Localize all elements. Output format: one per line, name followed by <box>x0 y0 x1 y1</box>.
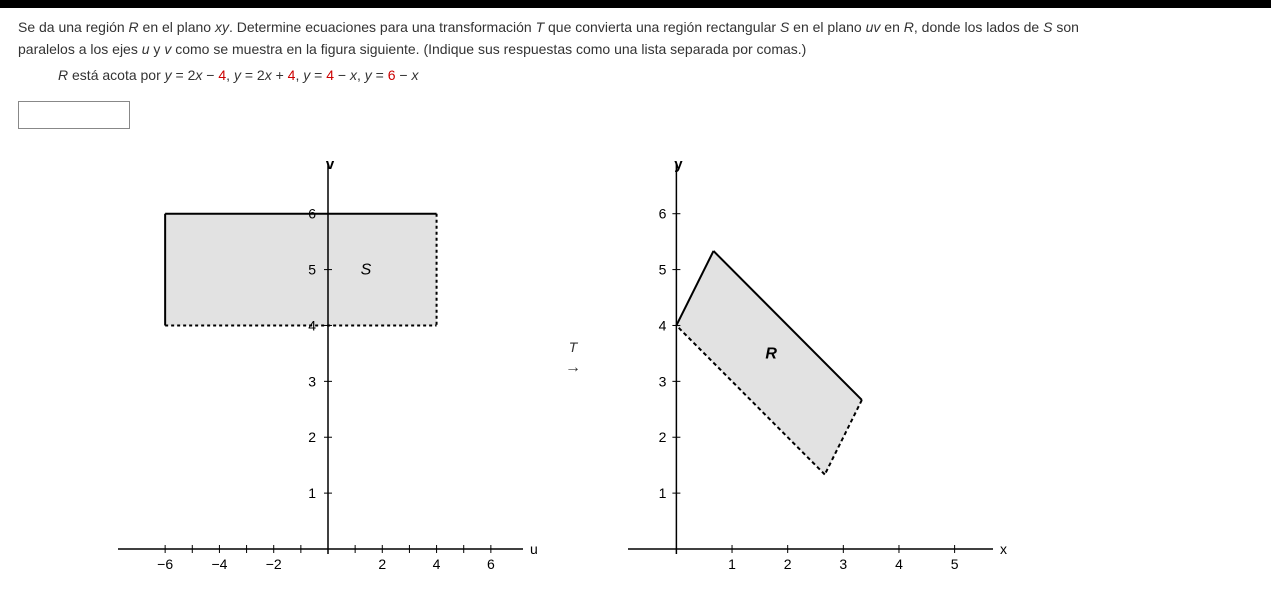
text: Se da una región <box>18 19 129 35</box>
var-T: T <box>536 19 545 35</box>
svg-text:u: u <box>530 541 538 557</box>
arrow-icon: → <box>538 359 608 377</box>
svg-text:−6: −6 <box>157 556 173 572</box>
svg-text:y: y <box>674 159 683 173</box>
svg-text:4: 4 <box>308 317 316 333</box>
svg-text:2: 2 <box>784 556 792 572</box>
svg-text:6: 6 <box>659 205 667 221</box>
svg-text:6: 6 <box>487 556 495 572</box>
answer-input[interactable] <box>18 101 130 129</box>
text: , donde los lados de <box>914 19 1043 35</box>
text: que convierta una región rectangular <box>544 19 780 35</box>
figure-S-svg: −6 −4 −2 2 4 6 1 2 3 5 4 6 v u S <box>98 159 538 579</box>
svg-text:1: 1 <box>308 485 316 501</box>
svg-text:v: v <box>326 159 335 173</box>
text: = 2 <box>241 67 265 83</box>
svg-text:R: R <box>765 345 777 362</box>
text: en <box>880 19 903 35</box>
text: y <box>150 41 165 57</box>
svg-text:2: 2 <box>378 556 386 572</box>
svg-text:S: S <box>361 261 372 278</box>
var-x: x <box>265 67 272 83</box>
top-border <box>0 0 1271 8</box>
svg-text:1: 1 <box>728 556 736 572</box>
var-R: R <box>129 19 139 35</box>
text: . Determine ecuaciones para una transfor… <box>229 19 536 35</box>
svg-text:3: 3 <box>308 373 316 389</box>
var-uv: uv <box>866 19 881 35</box>
text: − <box>334 67 350 83</box>
problem-statement: Se da una región R en el plano xy. Deter… <box>18 16 1253 61</box>
var-R: R <box>58 67 68 83</box>
svg-text:4: 4 <box>659 317 667 333</box>
svg-text:−4: −4 <box>211 556 227 572</box>
svg-text:5: 5 <box>951 556 959 572</box>
svg-text:−2: −2 <box>266 556 282 572</box>
var-y: y <box>365 67 372 83</box>
text: en el plano <box>789 19 865 35</box>
text: , <box>357 67 365 83</box>
figure-R: 1 2 3 4 5 1 2 3 4 5 6 y x R <box>608 159 1008 582</box>
svg-text:x: x <box>1000 541 1007 557</box>
var-x: x <box>411 67 418 83</box>
text: = <box>310 67 326 83</box>
svg-text:1: 1 <box>659 485 667 501</box>
text: como se muestra en la figura siguiente. … <box>171 41 806 57</box>
text: está acota por <box>68 67 165 83</box>
svg-text:3: 3 <box>659 373 667 389</box>
figures-row: −6 −4 −2 2 4 6 1 2 3 5 4 6 v u S T → 1 2 3 4 5 1 2 3 4 5 6 y x R <box>18 159 1253 582</box>
text: + <box>272 67 288 83</box>
arrow-T: T <box>569 339 578 355</box>
text: − <box>202 67 218 83</box>
svg-text:5: 5 <box>659 261 667 277</box>
text: en el plano <box>139 19 215 35</box>
var-y: y <box>165 67 172 83</box>
transform-arrow: T → <box>538 339 608 377</box>
svg-text:3: 3 <box>839 556 847 572</box>
num: 6 <box>388 67 396 83</box>
text: = <box>372 67 388 83</box>
var-xy: xy <box>215 19 229 35</box>
figure-R-svg: 1 2 3 4 5 1 2 3 4 5 6 y x R <box>608 159 1008 579</box>
var-R: R <box>904 19 914 35</box>
text: = 2 <box>172 67 196 83</box>
var-y: y <box>234 67 241 83</box>
svg-text:2: 2 <box>308 429 316 445</box>
text: son <box>1052 19 1078 35</box>
text: − <box>396 67 412 83</box>
num: 4 <box>326 67 334 83</box>
figure-S: −6 −4 −2 2 4 6 1 2 3 5 4 6 v u S <box>98 159 538 582</box>
svg-text:6: 6 <box>308 205 316 221</box>
var-S: S <box>780 19 789 35</box>
svg-text:2: 2 <box>659 429 667 445</box>
svg-text:4: 4 <box>433 556 441 572</box>
bounds-equation: R está acota por y = 2x − 4, y = 2x + 4,… <box>58 67 1253 83</box>
text: paralelos a los ejes <box>18 41 142 57</box>
num: 4 <box>218 67 226 83</box>
var-u: u <box>142 41 150 57</box>
var-x: x <box>350 67 357 83</box>
text: , <box>226 67 234 83</box>
svg-text:4: 4 <box>895 556 903 572</box>
svg-text:5: 5 <box>308 261 316 277</box>
